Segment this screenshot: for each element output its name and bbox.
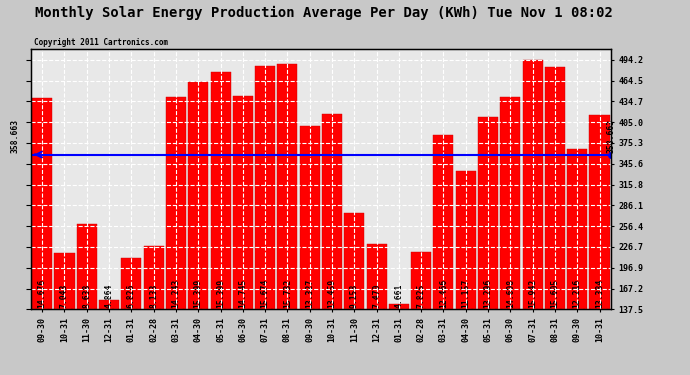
Bar (344, 213, 364, 375)
Text: 7.825: 7.825 (417, 284, 426, 308)
Text: 14.676: 14.676 (38, 279, 47, 308)
Text: 14.698: 14.698 (506, 279, 515, 308)
Text: 15.674: 15.674 (261, 279, 270, 308)
Text: 7.470: 7.470 (372, 284, 381, 308)
Text: 13.459: 13.459 (328, 279, 337, 308)
Bar (77, 224, 97, 375)
Bar (478, 117, 498, 375)
Text: 6.826: 6.826 (127, 284, 136, 308)
Bar (32, 98, 52, 375)
Text: 15.399: 15.399 (216, 279, 225, 308)
Text: 11.157: 11.157 (461, 279, 471, 308)
Text: 13.384: 13.384 (595, 279, 604, 308)
Text: 4.864: 4.864 (105, 284, 114, 308)
Text: 12.466: 12.466 (439, 279, 448, 308)
Bar (389, 304, 409, 375)
Bar (455, 171, 476, 375)
Text: 15.732: 15.732 (283, 279, 292, 308)
Bar (277, 64, 297, 375)
Bar (522, 60, 542, 375)
Text: 358.663: 358.663 (606, 118, 615, 153)
Bar (121, 258, 141, 375)
Text: 358.663: 358.663 (11, 118, 20, 153)
Bar (411, 252, 431, 375)
Text: 8.133: 8.133 (149, 284, 158, 308)
Bar (545, 67, 565, 375)
Text: 9.158: 9.158 (350, 284, 359, 308)
Text: 7.043: 7.043 (60, 284, 69, 308)
Bar (322, 114, 342, 375)
Text: 14.745: 14.745 (238, 279, 247, 308)
Bar (500, 97, 520, 375)
Text: 15.399: 15.399 (194, 279, 203, 308)
Bar (144, 246, 164, 375)
Bar (255, 66, 275, 375)
Bar (433, 135, 453, 375)
Bar (589, 115, 609, 375)
Bar (55, 253, 75, 375)
Bar (210, 72, 230, 375)
Text: 12.216: 12.216 (573, 279, 582, 308)
Text: 15.605: 15.605 (551, 279, 560, 308)
Bar (188, 82, 208, 375)
Text: 13.296: 13.296 (484, 279, 493, 308)
Text: 4.661: 4.661 (395, 284, 404, 308)
Bar (567, 149, 587, 375)
Text: Monthly Solar Energy Production Average Per Day (KWh) Tue Nov 1 08:02: Monthly Solar Energy Production Average … (35, 6, 613, 20)
Bar (166, 97, 186, 375)
Bar (233, 96, 253, 375)
Text: 14.243: 14.243 (171, 279, 181, 308)
Text: 13.327: 13.327 (305, 279, 314, 308)
Bar (99, 300, 119, 375)
Bar (299, 126, 319, 375)
Text: 8.638: 8.638 (82, 284, 91, 308)
Bar (366, 243, 386, 375)
Text: 15.942: 15.942 (528, 279, 537, 308)
Text: Copyright 2011 Cartronics.com: Copyright 2011 Cartronics.com (34, 39, 168, 48)
